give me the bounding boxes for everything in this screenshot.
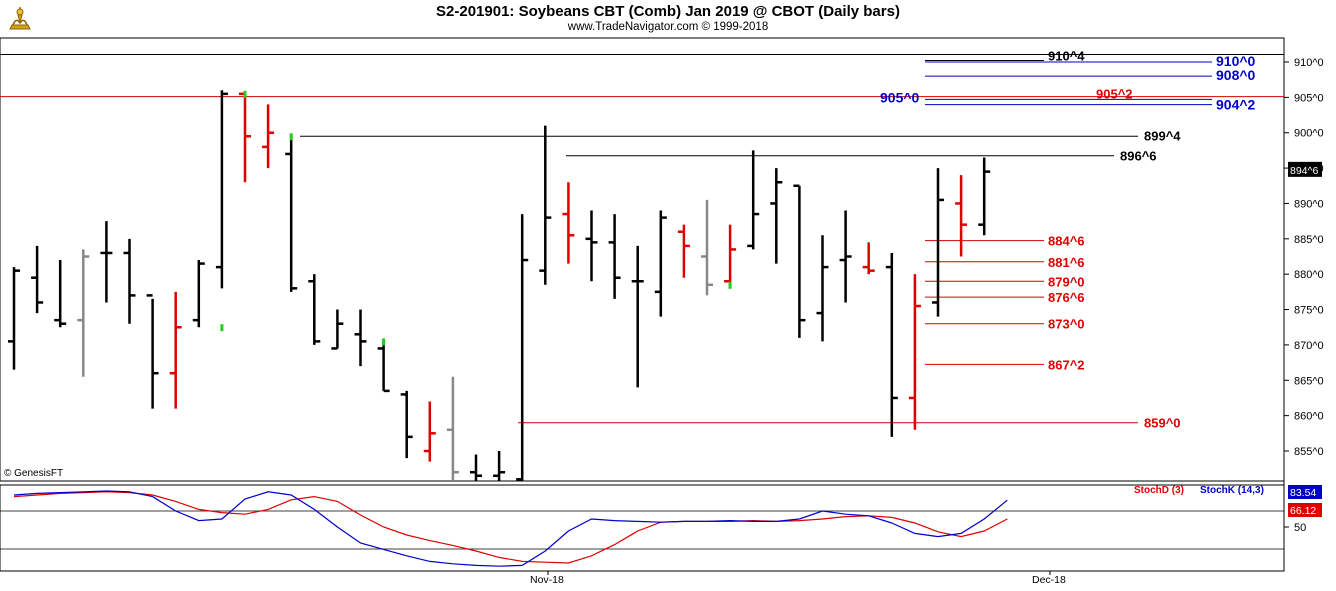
ohlc-bar <box>446 376 459 481</box>
label-908-0: 908^0 <box>1216 67 1256 83</box>
last-value-box <box>1288 161 1322 177</box>
label-red-level: 859^0 <box>1144 416 1181 431</box>
y-tick-label: 885^0 <box>1294 234 1324 246</box>
label-red-level: 884^6 <box>1048 234 1085 249</box>
ohlc-bar <box>169 291 182 409</box>
label-red-level: 873^0 <box>1048 317 1085 332</box>
ohlc-bar <box>516 214 529 481</box>
chart-subtitle: www.TradeNavigator.com © 1999-2018 <box>567 21 769 33</box>
stochk-line <box>13 490 1008 567</box>
label-899-4: 899^4 <box>1144 128 1181 143</box>
label-910-0: 910^0 <box>1216 53 1256 69</box>
ohlc-bar <box>793 184 806 338</box>
ohlc-bar <box>354 309 367 367</box>
ohlc-bar <box>192 260 205 328</box>
ohlc-bar <box>585 210 598 282</box>
label-910-4: 910^4 <box>1048 48 1085 63</box>
x-tick-label: Nov-18 <box>530 574 564 586</box>
ohlc-bar <box>908 274 921 430</box>
ohlc-bar <box>493 451 506 481</box>
y-tick-label: 890^0 <box>1294 198 1324 210</box>
ohlc-bar <box>539 125 552 285</box>
ohlc-bar <box>885 252 898 437</box>
stochk-value-label: 83.54 <box>1290 487 1316 499</box>
stochd-value-box <box>1288 503 1322 517</box>
main-y-axis: 855^0 860^0 865^0 870^0 875^0 880^0 885^0 890^0… <box>1284 57 1324 458</box>
chart-title: S2-201901: Soybeans CBT (Comb) Jan 2019 … <box>436 3 900 20</box>
stochd-line <box>13 491 1008 564</box>
ohlc-bar <box>631 245 644 388</box>
y-tick-label: 870^0 <box>1294 340 1324 352</box>
ohlc-bar <box>146 294 159 409</box>
ohlc-bar <box>123 238 136 324</box>
stochd-legend: StochD (3) <box>1134 485 1184 496</box>
chart-header: S2-201901: Soybeans CBT (Comb) Jan 2019 … <box>0 0 1336 38</box>
ohlc-bar <box>100 221 113 303</box>
x-tick-label: Dec-18 <box>1032 574 1066 586</box>
y-tick-label: 905^0 <box>1294 92 1324 104</box>
ohlc-bar <box>978 157 991 236</box>
ohlc-bar <box>562 182 575 264</box>
label-904-2: 904^2 <box>1216 97 1256 113</box>
ohlc-bar <box>285 136 298 292</box>
last-value-label: 894^6 <box>1290 165 1318 177</box>
ohlc-bar <box>331 309 344 350</box>
ohlc-bar <box>747 150 760 250</box>
y-tick-label: 900^0 <box>1294 128 1324 140</box>
y-tick-label: 865^0 <box>1294 375 1324 387</box>
ohlc-bar <box>31 245 44 314</box>
stochd-value-label: 66.12 <box>1290 505 1316 517</box>
label-red-level: 867^2 <box>1048 357 1085 372</box>
ohlc-bar <box>239 92 251 183</box>
label-905-0: 905^0 <box>880 89 920 105</box>
y-tick-label: 875^0 <box>1294 305 1324 317</box>
x-axis: Nov-18 Dec-18 <box>530 571 1066 586</box>
label-red-level: 879^0 <box>1048 274 1085 289</box>
genesis-logo-icon <box>4 3 36 35</box>
y-tick-label: 910^0 <box>1294 57 1324 69</box>
ohlc-bar <box>400 390 413 459</box>
ohlc-bar <box>308 274 321 345</box>
y-tick-label: 855^0 <box>1294 446 1324 458</box>
label-896-6: 896^6 <box>1120 149 1157 164</box>
ohlc-bar <box>654 210 667 317</box>
ohlc-bar <box>724 224 737 289</box>
ohlc-bar <box>215 90 228 289</box>
copyright-label: © GenesisFT <box>4 468 64 479</box>
ohlc-bar <box>8 267 20 370</box>
label-red-level: 881^6 <box>1048 255 1085 270</box>
ohlc-bar <box>839 210 852 303</box>
ohlc-bar <box>377 341 390 393</box>
ohlc-bar <box>677 224 690 278</box>
ohlc-bar <box>262 104 275 169</box>
stochk-value-box <box>1288 485 1322 499</box>
ohlc-bar <box>77 249 90 377</box>
stoch-plot-frame <box>0 484 1285 572</box>
ohlc-bar <box>423 401 436 462</box>
stochk-legend: StochK (14,3) <box>1200 485 1264 496</box>
label-905-2: 905^2 <box>1096 87 1133 102</box>
main-plot-area <box>0 53 1284 481</box>
y-tick-label: 880^0 <box>1294 269 1324 281</box>
ohlc-bar <box>470 454 482 481</box>
ohlc-bar <box>608 214 621 299</box>
ohlc-bar <box>932 168 944 317</box>
ohlc-bar <box>701 199 713 296</box>
stochastic-pane: 50 StochD (3) StochK (14,3) 83.54 66.12 <box>0 485 1322 567</box>
stoch-y-tick-label: 50 <box>1294 522 1306 534</box>
label-red-level: 876^6 <box>1048 290 1085 305</box>
y-tick-label: 860^0 <box>1294 411 1324 423</box>
ohlc-bar <box>816 235 829 342</box>
ohlc-bar <box>54 260 67 328</box>
ohlc-bar <box>862 242 875 275</box>
ohlc-bar <box>770 168 783 264</box>
ohlc-bar <box>955 175 968 257</box>
